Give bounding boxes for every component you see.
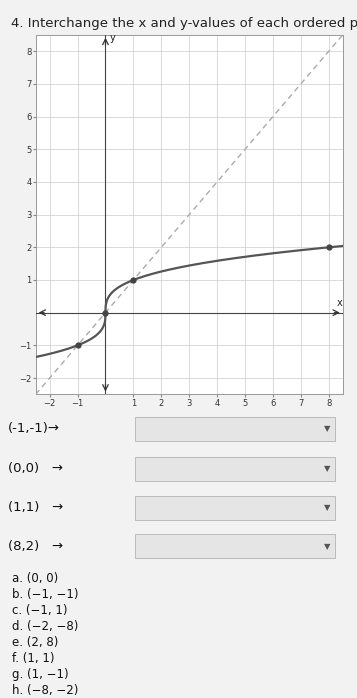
Text: h. (−8, −2): h. (−8, −2) [12, 683, 79, 697]
Text: (1,1)   →: (1,1) → [8, 501, 63, 514]
Text: g. (1, −1): g. (1, −1) [12, 667, 69, 681]
Text: c. (−1, 1): c. (−1, 1) [12, 604, 67, 617]
Text: a. (0, 0): a. (0, 0) [12, 572, 58, 585]
FancyBboxPatch shape [135, 417, 335, 440]
FancyBboxPatch shape [135, 535, 335, 558]
FancyBboxPatch shape [135, 496, 335, 519]
Text: (0,0)   →: (0,0) → [8, 462, 63, 475]
Text: (-1,-1)→: (-1,-1)→ [8, 422, 60, 436]
Text: ▼: ▼ [324, 503, 330, 512]
Text: b. (−1, −1): b. (−1, −1) [12, 588, 79, 601]
Text: x: x [337, 298, 343, 308]
FancyBboxPatch shape [135, 456, 335, 481]
Text: y: y [110, 34, 115, 43]
Text: e. (2, 8): e. (2, 8) [12, 636, 59, 648]
Text: ▼: ▼ [324, 542, 330, 551]
Text: d. (−2, −8): d. (−2, −8) [12, 620, 79, 632]
Text: ▼: ▼ [324, 424, 330, 433]
Text: 4. Interchange the x and y-values of each ordered pair.: 4. Interchange the x and y-values of eac… [11, 17, 357, 31]
Text: (8,2)   →: (8,2) → [8, 540, 63, 553]
Text: f. (1, 1): f. (1, 1) [12, 652, 55, 664]
Text: ▼: ▼ [324, 464, 330, 473]
